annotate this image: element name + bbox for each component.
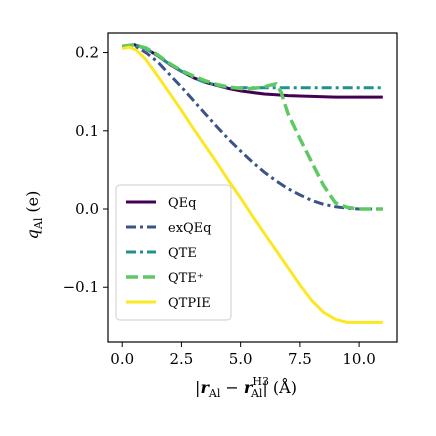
x-tick-label: 7.5	[288, 350, 312, 368]
series-layer	[121, 42, 383, 324]
legend-box	[115, 184, 232, 321]
x-axis-label: |rAl − rH3 Al| (Å)	[195, 375, 297, 400]
legend-label: exQEq	[168, 221, 212, 236]
series-line-qte	[121, 42, 383, 211]
y-tick-label: 0.2	[75, 44, 99, 62]
series-line-qtpie	[121, 45, 383, 324]
y-tick-label: 0.0	[75, 200, 99, 218]
legend-label: QTE	[168, 246, 197, 261]
x-tick-label: 2.5	[170, 350, 194, 368]
series-line-exqeq	[122, 44, 383, 211]
legend-label: QTPIE	[168, 296, 211, 311]
y-tick-label: 0.1	[75, 122, 99, 140]
y-axis-label: qAl (e)	[23, 191, 45, 240]
x-tick-label: 10.0	[342, 350, 375, 368]
legend: QEq exQEq QTE QTE⁺ QTPIE	[115, 184, 232, 321]
y-tick-label: −0.1	[63, 278, 99, 296]
ticks-layer: 0.0 2.5 5.0 7.5 10.0 0.2 0.1 0.0 −0.1	[63, 44, 376, 368]
legend-label: QTE⁺	[168, 271, 204, 286]
axes-frame	[107, 32, 398, 343]
x-tick-label: 0.0	[110, 350, 134, 368]
x-tick-label: 5.0	[229, 350, 253, 368]
legend-label: QEq	[168, 196, 196, 211]
